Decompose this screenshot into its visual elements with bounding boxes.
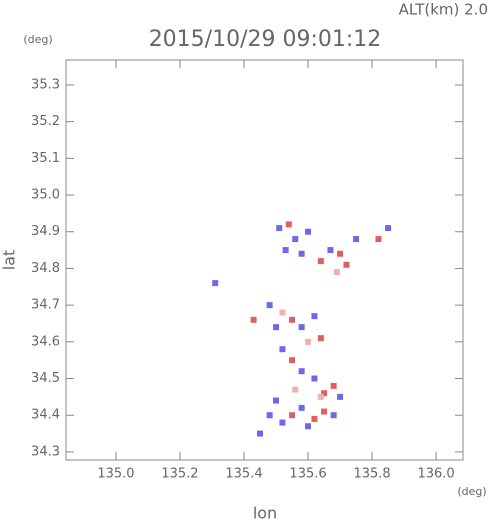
x-tick-label: 135.8 xyxy=(353,467,390,482)
echo-point xyxy=(292,386,299,393)
echo-point xyxy=(257,430,264,437)
echo-point xyxy=(343,261,350,268)
y-tick-label: 35.1 xyxy=(31,151,60,166)
y-axis-label: lat xyxy=(0,250,19,271)
echo-point xyxy=(266,302,273,309)
y-unit: (deg) xyxy=(23,33,52,46)
y-tick-label: 34.5 xyxy=(31,371,60,386)
echo-point xyxy=(375,236,382,243)
echo-point xyxy=(317,393,324,400)
echo-point xyxy=(279,309,286,316)
echo-point xyxy=(330,412,337,419)
y-tick-label: 34.7 xyxy=(31,298,60,313)
x-tick-label: 136.0 xyxy=(417,467,454,482)
echo-point xyxy=(311,415,318,422)
echo-point xyxy=(298,324,305,331)
echo-point xyxy=(289,357,296,364)
y-tick-label: 34.8 xyxy=(31,261,60,276)
echo-point xyxy=(250,316,257,323)
echo-point xyxy=(298,250,305,257)
echo-point xyxy=(317,335,324,342)
x-tick-label: 135.2 xyxy=(161,467,198,482)
y-tick-label: 34.6 xyxy=(31,334,60,349)
echo-point xyxy=(337,250,344,257)
altitude-label: ALT(km) 2.0 xyxy=(399,1,488,19)
y-tick-label: 35.3 xyxy=(31,77,60,92)
echo-point xyxy=(212,280,219,287)
y-tick-label: 34.9 xyxy=(31,224,60,239)
x-tick-label: 135.0 xyxy=(97,467,134,482)
echo-point xyxy=(279,419,286,426)
echo-point xyxy=(311,313,318,320)
echo-point xyxy=(285,221,292,228)
echo-point xyxy=(305,228,312,235)
echo-point xyxy=(273,324,280,331)
echo-point xyxy=(385,225,392,232)
x-unit: (deg) xyxy=(457,485,486,498)
echo-point xyxy=(266,412,273,419)
echo-point xyxy=(273,397,280,404)
echo-point xyxy=(321,408,328,415)
echo-point xyxy=(311,375,318,382)
echo-point xyxy=(298,368,305,375)
x-tick-label: 135.6 xyxy=(289,467,326,482)
echo-point xyxy=(276,225,283,232)
echo-point xyxy=(279,346,286,353)
echo-point xyxy=(317,258,324,265)
echo-point xyxy=(289,412,296,419)
echo-point xyxy=(337,393,344,400)
x-tick-label: 135.4 xyxy=(225,467,262,482)
echo-point xyxy=(327,247,334,254)
echo-point xyxy=(292,236,299,243)
echo-point xyxy=(333,269,340,276)
chart-title: 2015/10/29 09:01:12 xyxy=(149,27,382,52)
y-tick-label: 35.2 xyxy=(31,114,60,129)
plot-frame xyxy=(65,59,464,461)
echo-point xyxy=(298,404,305,411)
echo-point xyxy=(305,423,312,430)
echo-point xyxy=(289,316,296,323)
echo-point xyxy=(305,338,312,345)
x-axis-label: lon xyxy=(253,504,277,521)
y-tick-label: 35.0 xyxy=(31,188,60,203)
echo-point xyxy=(353,236,360,243)
echo-point xyxy=(321,390,328,397)
y-tick-label: 34.4 xyxy=(31,408,60,423)
echo-point xyxy=(282,247,289,254)
echo-point xyxy=(330,382,337,389)
y-tick-label: 34.3 xyxy=(31,444,60,459)
